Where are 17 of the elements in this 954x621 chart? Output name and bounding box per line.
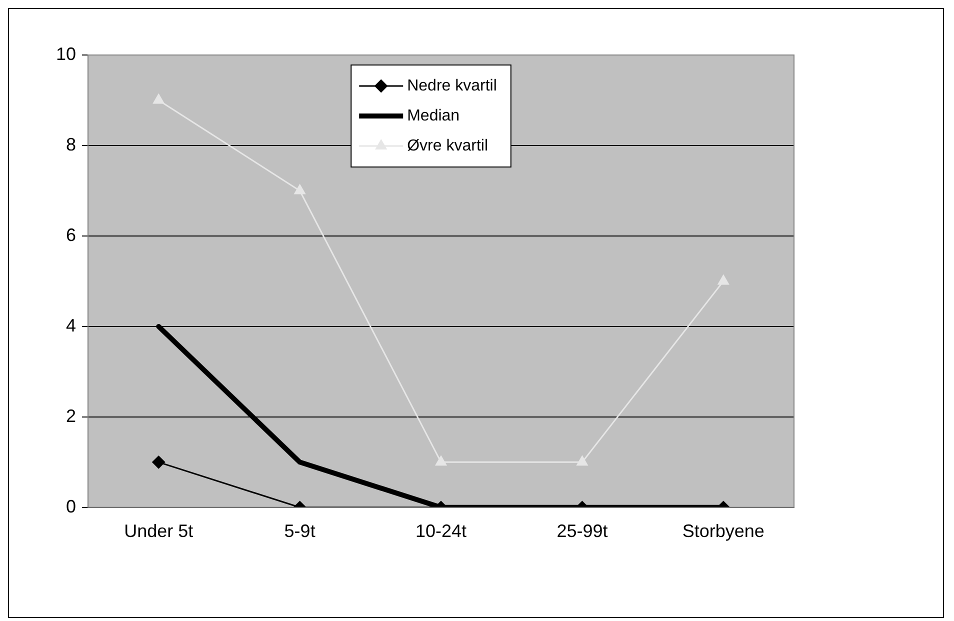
- y-tick-label: 10: [56, 44, 76, 64]
- x-tick-label: Storbyene: [682, 521, 764, 542]
- point: [718, 274, 730, 285]
- x-tick-label: 25-99t: [556, 521, 608, 542]
- y-tick-label: 8: [66, 134, 76, 154]
- x-tick-label: 5-9t: [284, 521, 316, 542]
- point: [294, 184, 306, 194]
- y-tick-label: 0: [66, 496, 76, 516]
- point: [152, 94, 164, 104]
- y-tick-label: 2: [66, 406, 76, 426]
- x-tick-label: 10-24t: [415, 521, 467, 542]
- legend-label: Nedre kvartil: [407, 77, 497, 94]
- y-tick-label: 4: [66, 315, 76, 336]
- legend-label: Øvre kvartil: [407, 137, 488, 154]
- y-tick-label: 6: [66, 224, 76, 245]
- legend-label: Median: [407, 107, 460, 124]
- x-tick-label: Under 5t: [124, 521, 194, 542]
